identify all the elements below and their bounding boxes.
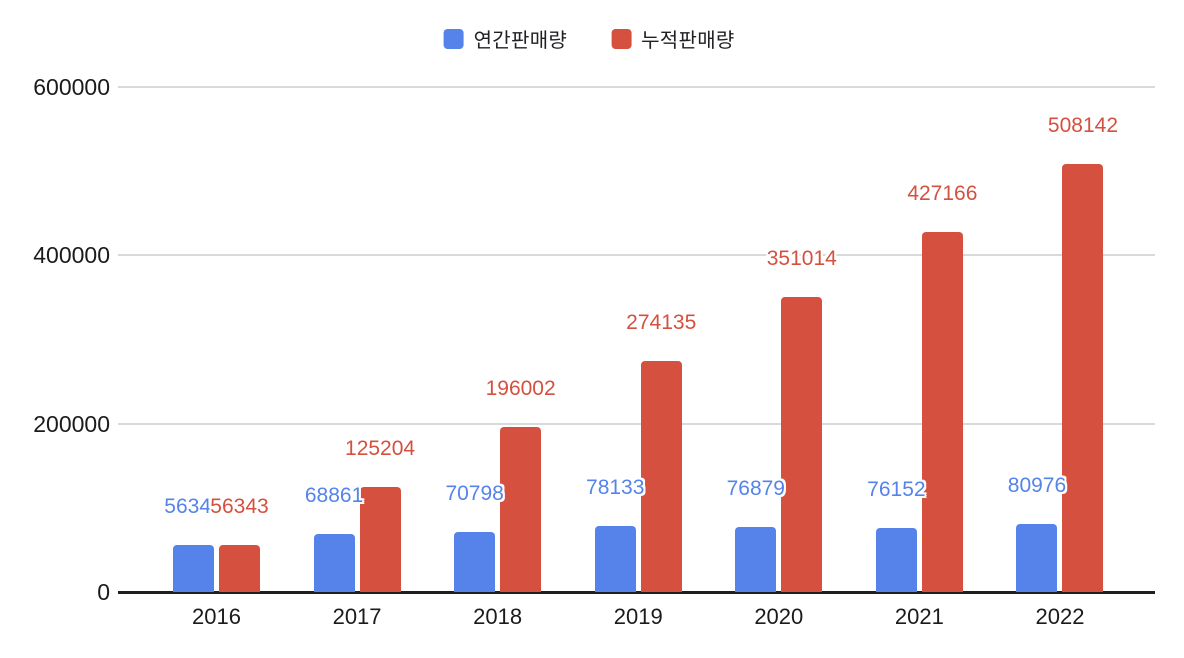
gridline-400000 <box>118 254 1155 257</box>
gridline-200000 <box>118 422 1155 425</box>
data-label-2020-cumulative: 351014 <box>766 246 837 270</box>
bar-2019-cumulative[interactable] <box>640 361 682 592</box>
chart-legend: 연간판매량 누적판매량 <box>443 24 735 53</box>
bar-2019-annual[interactable] <box>594 526 636 592</box>
data-label-2018-cumulative: 196002 <box>485 377 556 401</box>
legend-label-annual-sales: 연간판매량 <box>473 30 568 52</box>
data-label-2021-annual: 76152 <box>867 477 926 501</box>
data-label-2017-annual: 68861 <box>304 484 364 508</box>
y-axis-tick-400000: 400000 <box>33 242 110 269</box>
y-axis-tick-0: 0 <box>97 579 110 605</box>
bar-2022-annual[interactable] <box>1016 523 1058 592</box>
data-label-2019-cumulative: 274135 <box>626 311 697 335</box>
bar-2016-cumulative[interactable] <box>218 544 260 592</box>
legend-label-cumulative-sales: 누적판매량 <box>641 30 735 52</box>
bar-2020-cumulative[interactable] <box>781 296 823 592</box>
bar-2020-annual[interactable] <box>735 527 777 592</box>
bar-2016-annual[interactable] <box>172 544 214 592</box>
y-axis-tick-600000: 600000 <box>33 74 110 100</box>
x-axis-line <box>118 591 1155 594</box>
bar-2018-annual[interactable] <box>454 532 496 592</box>
data-label-2020-annual: 76879 <box>726 477 785 501</box>
bar-2018-cumulative[interactable] <box>500 427 542 592</box>
bar-2021-cumulative[interactable] <box>921 232 963 592</box>
bar-2017-annual[interactable] <box>313 534 355 592</box>
x-axis-tick-2020: 2020 <box>754 604 804 629</box>
legend-item-annual-sales[interactable]: 연간판매량 <box>443 24 568 53</box>
x-axis-tick-2016: 2016 <box>192 604 241 629</box>
legend-swatch-cumulative-sales-icon <box>611 28 632 49</box>
data-label-2021-cumulative: 427166 <box>907 182 978 206</box>
data-label-2016-annual: 56343 <box>164 494 223 518</box>
x-axis-tick-2022: 2022 <box>1035 604 1085 629</box>
data-label-2022-annual: 80976 <box>1007 473 1067 497</box>
x-axis-tick-2019: 2019 <box>613 604 663 629</box>
legend-item-cumulative-sales[interactable]: 누적판매량 <box>611 24 735 53</box>
x-axis-tick-2017: 2017 <box>332 604 382 629</box>
data-label-2019-annual: 78133 <box>586 476 645 500</box>
bar-2017-cumulative[interactable] <box>359 486 401 592</box>
legend-swatch-annual-sales-icon <box>443 28 464 49</box>
data-label-2018-annual: 70798 <box>445 482 504 506</box>
data-label-2017-cumulative: 125204 <box>345 436 416 460</box>
bar-2022-cumulative[interactable] <box>1062 164 1104 592</box>
x-axis-tick-2018: 2018 <box>473 604 523 629</box>
y-axis-tick-200000: 200000 <box>33 410 110 437</box>
data-label-2016-cumulative: 56343 <box>210 494 269 518</box>
x-axis-tick-2021: 2021 <box>894 604 944 629</box>
gridline-600000 <box>118 86 1155 88</box>
bar-2021-annual[interactable] <box>875 527 917 592</box>
data-label-2022-cumulative: 508142 <box>1047 114 1118 138</box>
